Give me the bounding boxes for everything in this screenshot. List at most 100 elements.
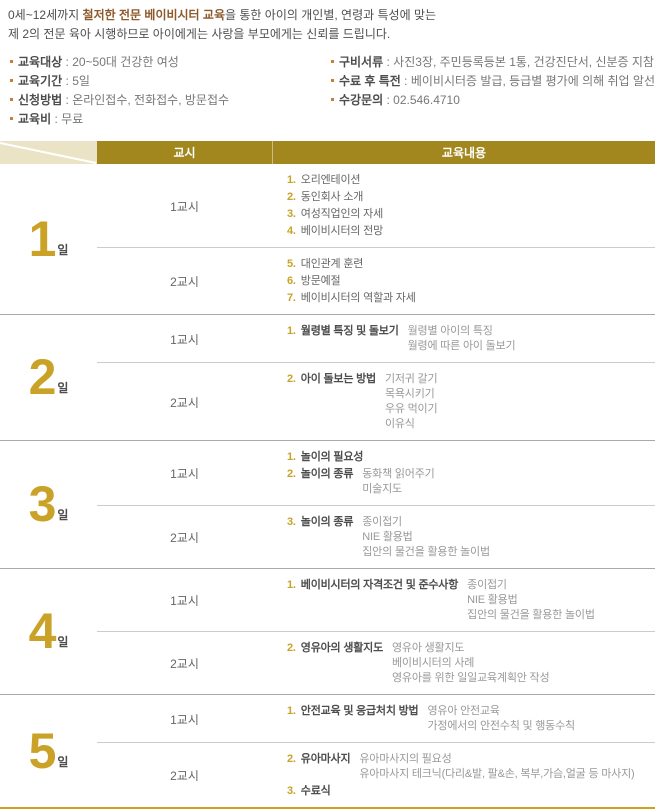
- item-detail-line: 영유아 생활지도: [392, 642, 465, 654]
- curriculum-item: 1. 베이비시터의 자격조건 및 준수사항 종이접기 NIE 활용법 집안의 물건을 활…: [287, 578, 651, 623]
- item-number: 1.: [287, 579, 296, 591]
- item-details: 영유아 안전교육 가정에서의 안전수칙 및 행동수칙: [427, 704, 575, 734]
- intro-line2: 제 2의 전문 육아 시행하므로 아이에게는 사랑을 부모에게는 신뢰를 드립니…: [8, 27, 391, 41]
- bullet-icon: [330, 59, 334, 63]
- item-detail-line: 우유 먹이기: [384, 403, 438, 415]
- session-content: 2. 영유아의 생활지도 영유아 생활지도 베이비시터의 사례 영유아를 위한 일일교육…: [272, 638, 655, 689]
- day-row-4: 4 일 1교시 1. 베이비시터의 자격조건 및 준수사항 종이접기 NIE 활용법 집안의 …: [0, 569, 655, 695]
- session-2-1: 1교시 1. 월령별 특징 및 돌보기 월령별 아이의 특징 월령에 따른 아이 돌보기: [97, 315, 655, 362]
- info-item-left-2: 신청방법 : 온라인접수, 전화접수, 방문접수: [10, 91, 331, 110]
- item-number: 5.: [287, 258, 296, 270]
- info-separator: :: [62, 93, 73, 107]
- curriculum-table: 교시 교육내용 1 일 1교시 1. 오리엔테이션 2. 동인회사 소개 3. 여성직업인의 자…: [0, 141, 655, 809]
- item-number: 3.: [287, 516, 296, 528]
- item-number: 1.: [287, 325, 296, 337]
- bullet-icon: [330, 78, 334, 82]
- curriculum-item: 3. 여성직업인의 자세: [287, 207, 651, 222]
- curriculum-item: 2. 유아마사지 유아마사지의 필요성 유아마사지 테크닉(다리&발, 팔&손, 복부…: [287, 752, 651, 782]
- session-2-2: 2교시 2. 아이 돌보는 방법 기저귀 갈기 목욕시키기 우유 먹이기 이유식: [97, 362, 655, 440]
- item-details: 영유아 생활지도 베이비시터의 사례 영유아를 위한 일일교육계획안 작성: [392, 641, 550, 686]
- period-label: 2교시: [170, 395, 199, 410]
- intro-line1-post: 을 통한 아이의 개인별, 연령과 특성에 맞는: [225, 8, 437, 22]
- item-detail-line: 동화책 읽어주기: [362, 468, 435, 480]
- info-column-right: 구비서류 : 사진3장, 주민등록등본 1통, 건강진단서, 신분증 지참 수료 …: [330, 53, 655, 129]
- day-row-1: 1 일 1교시 1. 오리엔테이션 2. 동인회사 소개 3. 여성직업인의 자세 4. 베이비시터…: [0, 164, 655, 315]
- bullet-icon: [10, 78, 13, 82]
- item-number: 1.: [287, 451, 296, 463]
- intro-text: 0세~12세까지 철저한 전문 베이비시터 교육을 통한 아이의 개인별, 연령…: [0, 4, 655, 44]
- item-title: 유아마사지: [300, 753, 351, 765]
- period-label: 2교시: [170, 769, 199, 783]
- day-unit: 일: [57, 508, 69, 522]
- item-title: 방문예절: [300, 275, 341, 287]
- session-1-1: 1교시 1. 오리엔테이션 2. 동인회사 소개 3. 여성직업인의 자세 4. 베이비시터의 …: [97, 164, 655, 247]
- period-label: 1교시: [170, 199, 199, 214]
- sessions-3: 1교시 1. 놀이의 필요성 2. 놀이의 종류 동화책 읽어주기 미술지도 2교시 3. 놀이의…: [97, 441, 655, 568]
- intro-highlight: 철저한 전문 베이비시터 교육: [82, 8, 226, 22]
- day-unit: 일: [57, 381, 69, 395]
- item-number: 3.: [287, 785, 296, 797]
- info-value: 5일: [72, 74, 90, 88]
- session-3-2: 2교시 3. 놀이의 종류 종이접기 NIE 활용법 집안의 물건을 활용한 놀이법: [97, 505, 655, 568]
- item-title: 오리엔테이션: [300, 174, 361, 186]
- item-title: 여성직업인의 자세: [300, 208, 383, 220]
- item-detail-line: 이유식: [384, 418, 415, 430]
- info-item-right-0: 구비서류 : 사진3장, 주민등록등본 1통, 건강진단서, 신분증 지참: [330, 53, 655, 72]
- item-detail-line: NIE 활용법: [467, 594, 518, 606]
- item-number: 7.: [287, 292, 296, 304]
- session-content: 1. 놀이의 필요성 2. 놀이의 종류 동화책 읽어주기 미술지도: [272, 447, 655, 500]
- item-title: 베이비시터의 전망: [300, 225, 383, 237]
- item-title: 안전교육 및 응급처치 방법: [300, 705, 419, 717]
- info-label: 교육대상: [18, 55, 63, 69]
- session-1-2: 2교시 5. 대인관계 훈련 6. 방문예절 7. 베이비시터의 역할과 자세: [97, 247, 655, 314]
- info-label: 신청방법: [18, 93, 63, 107]
- intro-line1-pre: 0세~12세까지: [8, 8, 83, 22]
- info-separator: :: [383, 93, 394, 107]
- info-item-right-2: 수강문의 : 02.546.4710: [330, 91, 655, 110]
- info-separator: :: [383, 55, 394, 69]
- content-column-header: 교육내용: [272, 141, 655, 164]
- item-detail-line: 유아마사지의 필요성: [359, 753, 452, 765]
- item-number: 2.: [287, 373, 296, 385]
- item-title: 동인회사 소개: [300, 191, 364, 203]
- curriculum-item: 2. 놀이의 종류 동화책 읽어주기 미술지도: [287, 467, 651, 497]
- day-unit: 일: [57, 754, 69, 769]
- sessions-1: 1교시 1. 오리엔테이션 2. 동인회사 소개 3. 여성직업인의 자세 4. 베이비시터의 …: [97, 164, 655, 314]
- item-title: 놀이의 필요성: [300, 451, 364, 463]
- item-title: 수료식: [300, 785, 331, 797]
- day-number: 4: [28, 603, 57, 659]
- item-detail-line: 종이접기: [467, 579, 507, 591]
- curriculum-item: 1. 오리엔테이션: [287, 173, 651, 188]
- table-header-row: 교시 교육내용: [0, 141, 655, 164]
- item-detail-line: 집안의 물건을 활용한 놀이법: [467, 609, 595, 621]
- day-unit: 일: [57, 242, 69, 257]
- item-number: 2.: [287, 642, 296, 654]
- info-label: 수강문의: [338, 93, 384, 107]
- diagonal-line-icon: [0, 142, 97, 164]
- info-separator: :: [62, 74, 73, 88]
- item-number: 1.: [287, 174, 296, 186]
- item-title: 놀이의 종류: [300, 516, 354, 528]
- info-value: 20~50대 건강한 여성: [72, 55, 179, 69]
- period-label: 1교시: [170, 712, 199, 727]
- period-label: 1교시: [170, 467, 199, 481]
- item-detail-line: NIE 활용법: [362, 531, 413, 543]
- curriculum-item: 3. 수료식: [287, 784, 651, 799]
- period-label: 1교시: [170, 594, 199, 608]
- session-5-2: 2교시 2. 유아마사지 유아마사지의 필요성 유아마사지 테크닉(다리&발, 팔&손,…: [97, 742, 655, 807]
- info-label: 구비서류: [338, 55, 384, 69]
- item-details: 유아마사지의 필요성 유아마사지 테크닉(다리&발, 팔&손, 복부,가슴,얼굴 …: [359, 752, 634, 782]
- curriculum-item: 2. 동인회사 소개: [287, 190, 651, 205]
- session-4-2: 2교시 2. 영유아의 생활지도 영유아 생활지도 베이비시터의 사례 영유아를 위한 일…: [97, 631, 655, 694]
- item-details: 월령별 아이의 특징 월령에 따른 아이 돌보기: [408, 324, 516, 354]
- curriculum-item: 1. 월령별 특징 및 돌보기 월령별 아이의 특징 월령에 따른 아이 돌보기: [287, 324, 651, 354]
- item-title: 베이비시터의 역할과 자세: [300, 292, 416, 304]
- item-number: 2.: [287, 753, 296, 765]
- day-header-cell: [0, 141, 97, 164]
- period-column-header: 교시: [97, 141, 272, 164]
- info-item-left-1: 교육기간 : 5일: [10, 72, 331, 91]
